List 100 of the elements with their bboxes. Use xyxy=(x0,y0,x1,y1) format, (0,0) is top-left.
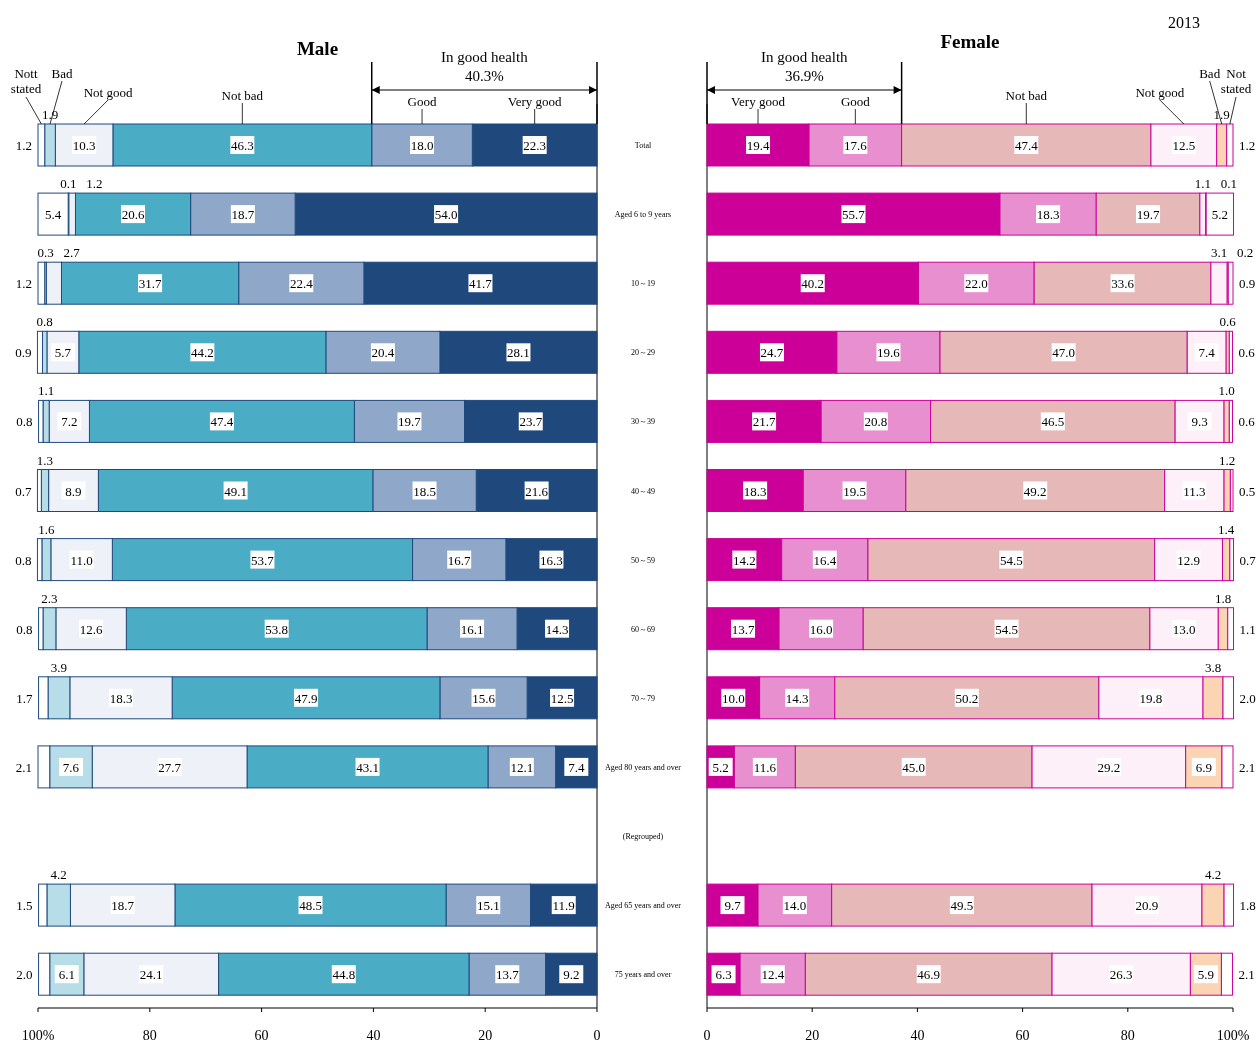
data-label: 2.0 xyxy=(16,967,33,983)
text: Bad xyxy=(1199,66,1221,81)
text: Bad xyxy=(51,66,73,81)
y-tick-label: Aged 80 years and over xyxy=(605,762,682,772)
data-label: 0.7 xyxy=(15,483,32,499)
series-label: Not bad xyxy=(1005,88,1048,103)
data-label: 0.6 xyxy=(1219,314,1237,330)
data-label: 0.1 xyxy=(1220,176,1237,192)
data-label: 0.3 xyxy=(37,245,54,261)
chart-title: Female xyxy=(940,31,1000,52)
y-tick-label: Total xyxy=(634,141,652,150)
data-label: 1.5 xyxy=(16,898,33,914)
data-label: 11.0 xyxy=(70,552,93,568)
data-label: 16.0 xyxy=(809,621,833,637)
data-label: 53.8 xyxy=(265,621,289,637)
y-tick-label: 20～29 xyxy=(631,348,655,358)
text: 2013 xyxy=(1168,14,1200,31)
data-label: 43.1 xyxy=(356,759,379,775)
data-label: 0.2 xyxy=(1236,245,1254,261)
data-label: 13.7 xyxy=(731,621,755,637)
data-label: 1.2 xyxy=(86,176,103,192)
data-label: 5.2 xyxy=(712,759,729,775)
data-label: 1.0 xyxy=(1218,383,1235,399)
data-label: 1.2 xyxy=(15,138,32,153)
data-label: 1.1 xyxy=(37,383,55,399)
data-label: 6.9 xyxy=(1195,759,1212,775)
data-label: 14.2 xyxy=(732,552,756,568)
chart-title: Male xyxy=(296,38,339,59)
data-label: 7.4 xyxy=(568,759,585,775)
series-label: Very good xyxy=(731,94,786,109)
data-label: 1.8 xyxy=(1239,898,1256,914)
data-label: 48.5 xyxy=(299,898,322,914)
data-label: 55.7 xyxy=(842,207,866,223)
data-label: 10.3 xyxy=(72,138,96,153)
data-label: 11.3 xyxy=(1183,483,1206,499)
data-label: 12.4 xyxy=(761,967,785,983)
x-tick-label: 0 xyxy=(703,1028,711,1043)
data-label: 3.9 xyxy=(50,659,68,675)
data-label: 1.2 xyxy=(1239,138,1256,153)
data-label: 14.0 xyxy=(783,898,807,914)
text: Nott stated xyxy=(10,66,42,96)
data-label: 16.7 xyxy=(447,552,472,568)
x-tick-label: 60 xyxy=(1015,1028,1030,1043)
data-label: 0.8 xyxy=(36,314,53,330)
data-label: 54.0 xyxy=(434,207,458,223)
data-label: 54.5 xyxy=(999,552,1023,568)
data-label: 22.0 xyxy=(964,276,988,292)
data-label: 45.0 xyxy=(902,759,926,775)
x-tick-label: 40 xyxy=(366,1028,381,1043)
data-label: 50.2 xyxy=(955,690,979,706)
x-tick-label: 20 xyxy=(805,1028,820,1043)
data-label: 2.1 xyxy=(15,759,32,775)
series-label: Not good xyxy=(83,85,133,100)
data-label: 24.1 xyxy=(139,967,163,983)
data-label: 22.3 xyxy=(523,138,547,153)
data-label: 1.8 xyxy=(1214,590,1232,606)
data-label: 0.8 xyxy=(16,621,33,637)
data-label: 23.7 xyxy=(519,414,543,430)
data-label: 13.0 xyxy=(1172,621,1196,637)
data-label: 20.4 xyxy=(371,345,395,361)
data-label: 28.1 xyxy=(507,345,530,361)
data-label: 6.1 xyxy=(58,967,75,983)
text: In good health 40.3% xyxy=(441,49,529,84)
data-label: 19.6 xyxy=(877,345,901,361)
data-label: 1.6 xyxy=(38,521,56,537)
data-label: 20.9 xyxy=(1135,898,1159,914)
data-label: 1.3 xyxy=(36,452,54,468)
data-label: 49.2 xyxy=(1023,483,1047,499)
data-label: 46.3 xyxy=(230,138,254,153)
data-label: 47.0 xyxy=(1052,345,1075,361)
x-tick-label: 0 xyxy=(593,1028,601,1043)
data-label: 19.8 xyxy=(1139,690,1163,706)
data-label: 5.7 xyxy=(54,345,72,361)
data-label: 16.4 xyxy=(813,552,837,568)
data-label: 31.7 xyxy=(138,276,162,292)
data-label: 4.2 xyxy=(50,867,67,883)
data-label: 7.6 xyxy=(62,759,80,775)
data-label: 1.9 xyxy=(1213,107,1230,122)
data-label: 1.4 xyxy=(1218,521,1235,537)
data-label: 46.5 xyxy=(1041,414,1065,430)
data-label: 15.1 xyxy=(476,898,500,914)
data-label: 7.2 xyxy=(61,414,78,430)
data-label: 15.6 xyxy=(472,690,496,706)
data-label: 18.7 xyxy=(111,898,135,914)
data-label: 6.3 xyxy=(715,967,732,983)
series-label: Good xyxy=(407,94,437,109)
data-label: 12.9 xyxy=(1177,552,1200,568)
data-label: 1.9 xyxy=(41,107,59,122)
data-label: 8.9 xyxy=(65,483,82,499)
y-tick-label: 40～49 xyxy=(631,486,655,496)
data-label: 11.9 xyxy=(552,898,575,914)
data-label: 3.8 xyxy=(1204,659,1222,675)
data-label: 33.6 xyxy=(1111,276,1135,292)
text: (Regrouped) xyxy=(622,832,664,841)
data-label: 5.4 xyxy=(44,207,62,223)
data-label: 5.2 xyxy=(1211,207,1228,223)
x-tick-label: 60 xyxy=(254,1028,269,1043)
data-label: 2.3 xyxy=(41,590,58,606)
data-label: 20.6 xyxy=(121,207,145,223)
data-label: 41.7 xyxy=(469,276,493,292)
